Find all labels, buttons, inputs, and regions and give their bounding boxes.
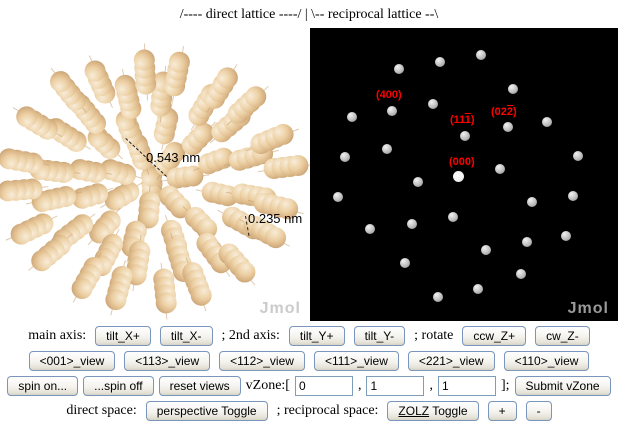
reset-views-button[interactable]: reset views [158, 376, 241, 396]
diffraction-spot [573, 151, 583, 161]
reflection-label: (022) [491, 106, 517, 118]
zolz-toggle-label-underlined: ZOLZ [398, 404, 430, 418]
tilt-controls-row: main axis: tilt_X+ tilt_X- ; 2nd axis: t… [0, 326, 618, 346]
tilt-x-minus-button[interactable]: tilt_X- [159, 326, 213, 346]
origin-spot-000 [453, 171, 464, 182]
diffraction-spot [394, 64, 404, 74]
cw-z-minus-button[interactable]: cw_Z- [535, 326, 590, 346]
diffraction-spot [448, 212, 458, 222]
space-toggles-row: direct space: perspective Toggle ; recip… [0, 401, 618, 421]
view-buttons-row: <001>_view <113>_view <112>_view <111>_v… [0, 351, 618, 371]
tilt-x-plus-button[interactable]: tilt_X+ [95, 326, 151, 346]
vzone-l-input[interactable] [437, 376, 496, 396]
diffraction-spot [387, 106, 397, 116]
tilt-y-plus-button[interactable]: tilt_Y+ [288, 326, 345, 346]
vzone-label: vZone:[ [245, 378, 290, 393]
diffraction-spot [476, 50, 486, 60]
diffraction-spot [522, 237, 532, 247]
diffraction-spot [340, 152, 350, 162]
spin-on-button[interactable]: spin on... [7, 376, 79, 396]
view-110-button[interactable]: <110>_view [503, 351, 590, 371]
spin-off-button[interactable]: ...spin off [83, 376, 154, 396]
view-113-button[interactable]: <113>_view [124, 351, 211, 371]
diffraction-spot [503, 122, 513, 132]
atom-column [0, 177, 43, 203]
atom-column [162, 49, 193, 98]
diffraction-spot [413, 177, 423, 187]
diffraction-spot [527, 197, 537, 207]
second-axis-label: ; 2nd axis: [221, 328, 280, 343]
diffraction-spot [435, 57, 445, 67]
jmol-watermark-right: Jmol [567, 300, 609, 317]
atom-column [12, 102, 62, 144]
diffraction-spot [495, 164, 505, 174]
vzone-k-input[interactable] [366, 376, 425, 396]
reflection-label: (000) [449, 156, 475, 168]
ccw-z-plus-button[interactable]: ccw_Z+ [462, 326, 527, 346]
diffraction-spot [568, 191, 578, 201]
reciprocal-space-label: ; reciprocal space: [276, 403, 379, 418]
zoom-in-button[interactable]: + [487, 401, 517, 421]
view-001-button[interactable]: <001>_view [28, 351, 116, 371]
diffraction-spot [561, 231, 571, 241]
measurement-label-0: 0.543 nm [146, 150, 201, 165]
direct-lattice-canvas[interactable]: Jmol 0.543 nm 0.235 nm [0, 28, 310, 321]
diffraction-spot [473, 284, 483, 294]
vzone-close-label: ]; [500, 378, 510, 393]
atom-column [133, 49, 157, 96]
diffraction-spot [460, 131, 470, 141]
tilt-y-minus-button[interactable]: tilt_Y- [353, 326, 406, 346]
zoom-out-button[interactable]: - [525, 401, 552, 421]
vzone-h-input[interactable] [294, 376, 353, 396]
vzone-comma-2: , [429, 378, 433, 393]
diffraction-spot [481, 245, 491, 255]
lattice-panels: Jmol 0.543 nm 0.235 nm Jmol (400) (111) (02… [0, 28, 618, 321]
jmol-watermark-left: Jmol [259, 300, 301, 317]
diffraction-spot [407, 219, 417, 229]
atom-column [0, 146, 45, 176]
page-title: /---- direct lattice ----/ | \-- recipro… [179, 7, 439, 22]
diffraction-spot [508, 84, 518, 94]
vzone-comma-1: , [357, 378, 362, 393]
diffraction-spot [400, 258, 410, 268]
zolz-toggle-label-rest: Toggle [429, 404, 468, 418]
zolz-toggle-button[interactable]: ZOLZ Toggle [387, 401, 479, 421]
diffraction-spot [433, 292, 443, 302]
main-axis-label: main axis: [28, 328, 87, 343]
diffraction-spot [542, 117, 552, 127]
diffraction-spot [382, 144, 392, 154]
spin-vzone-row: spin on... ...spin off reset views vZone… [0, 376, 618, 396]
diffraction-spot [333, 192, 343, 202]
reflection-label: (111) [450, 114, 475, 126]
view-112-button[interactable]: <112>_view [219, 351, 305, 371]
view-111-button[interactable]: <111>_view [313, 351, 399, 371]
diffraction-spot [365, 224, 375, 234]
diffraction-spot [516, 269, 526, 279]
view-221-button[interactable]: <221>_view [407, 351, 495, 371]
reciprocal-lattice-canvas[interactable]: Jmol (400) (111) (022) (000) [310, 28, 618, 321]
direct-space-label: direct space: [66, 403, 137, 418]
diffraction-spot [347, 112, 357, 122]
rotate-label: ; rotate [414, 328, 454, 343]
reflection-label: (400) [376, 89, 402, 101]
measurement-label-1: 0.235 nm [248, 211, 303, 226]
atom-column [179, 259, 215, 309]
perspective-toggle-button[interactable]: perspective Toggle [145, 401, 268, 421]
diffraction-spot [428, 99, 438, 109]
submit-vzone-button[interactable]: Submit vZone [514, 376, 611, 396]
